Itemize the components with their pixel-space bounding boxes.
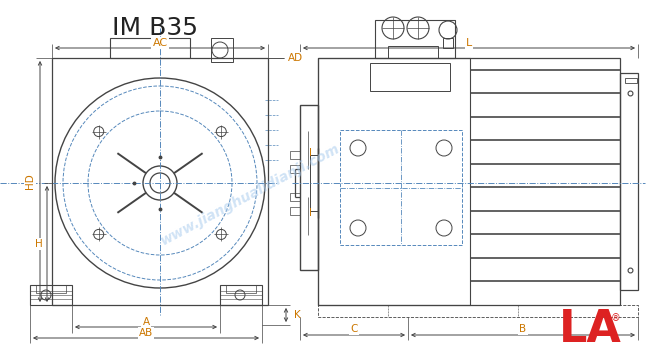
Text: K: K [294,310,301,320]
Bar [625,78,637,83]
Bar [290,165,300,173]
Bar [211,38,233,62]
Bar [340,130,462,245]
Bar [318,58,470,305]
Bar [110,38,190,58]
Bar [388,46,438,58]
Bar [290,151,300,159]
Bar [375,20,455,58]
Text: IM B35: IM B35 [112,16,198,40]
Bar [443,38,453,48]
Bar [52,58,268,305]
Text: A: A [142,317,150,327]
Bar [290,193,300,201]
Text: www.jianghualidianji.com: www.jianghualidianji.com [158,142,342,248]
Text: C: C [350,324,358,334]
Bar [30,285,72,305]
Bar [226,285,256,293]
Text: L: L [466,38,472,48]
Bar [300,105,318,270]
Bar [370,63,450,91]
Bar [620,73,638,290]
Bar [220,285,262,305]
Text: AC: AC [153,38,168,48]
Text: I: I [309,208,311,218]
Text: B: B [519,324,526,334]
Text: AD: AD [288,53,303,63]
Text: I: I [309,148,311,158]
Bar [318,58,620,305]
Text: LA: LA [558,308,621,352]
Text: AB: AB [139,328,153,338]
Text: H: H [35,239,43,249]
Bar [290,207,300,215]
Bar [36,285,66,293]
Bar [318,305,638,317]
Text: ®: ® [611,313,621,323]
Text: HD: HD [25,174,35,189]
